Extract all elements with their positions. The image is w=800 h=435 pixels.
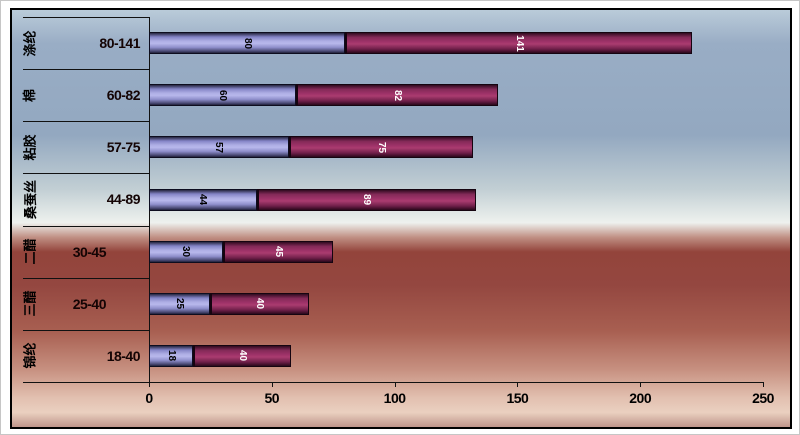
range-label-7: 18-40	[106, 347, 141, 364]
bar-value-label: 80	[241, 37, 253, 49]
category-separator-line	[23, 277, 149, 279]
bar-value-label-wrap: 40	[212, 294, 307, 314]
bar-value-label: 44	[197, 193, 209, 206]
bar-value-label: 25	[174, 298, 186, 310]
x-axis-tick-label: 200	[629, 390, 652, 406]
x-axis-tick-label: 250	[752, 390, 774, 406]
bar-segment-min: 25	[149, 292, 211, 315]
bar-value-label-wrap: 44	[150, 190, 256, 210]
x-axis-tick	[149, 382, 150, 387]
bar-row-1: 80 141	[149, 32, 692, 55]
x-axis-tick-label: 50	[264, 390, 280, 406]
range-label-1: 80-141	[99, 35, 140, 52]
bar-segment-max: 141	[345, 32, 692, 55]
bar-row-4: 44 89	[149, 188, 476, 211]
bar-value-label: 45	[272, 246, 284, 258]
bar-segment-min: 18	[149, 344, 194, 367]
bar-value-label: 57	[213, 141, 225, 153]
bar-segment-max: 45	[222, 240, 334, 263]
x-axis-tick-label: 100	[383, 390, 406, 406]
bar-segment-min: 60	[149, 84, 297, 107]
bar-value-label: 89	[361, 193, 373, 206]
bar-value-label: 141	[513, 34, 525, 52]
bar-value-label: 40	[237, 350, 249, 362]
bar-segment-max: 82	[296, 84, 498, 107]
category-separator-line	[23, 173, 149, 175]
range-label-4: 44-89	[106, 191, 141, 208]
bar-value-label: 82	[392, 89, 404, 101]
bar-value-label-wrap: 57	[150, 137, 288, 157]
bar-segment-max: 40	[193, 344, 292, 367]
bar-segment-min: 57	[149, 136, 289, 159]
bar-segment-min: 80	[149, 32, 346, 55]
bar-segment-max: 40	[210, 292, 309, 315]
bar-value-label: 75	[376, 141, 388, 153]
range-label-6: 25-40	[72, 295, 107, 312]
bar-segment-min: 44	[149, 188, 258, 211]
x-axis-tick	[271, 382, 273, 387]
x-axis-tick	[763, 382, 764, 387]
category-separator-line	[23, 17, 149, 18]
chart-plot-area: 0 50 100 150 200 250 涤纶 80-141 80 141 棉 60-82 60 82 粘胶…	[12, 10, 790, 427]
category-separator-line	[23, 329, 149, 331]
x-axis-tick	[640, 382, 642, 387]
bar-value-label: 30	[180, 246, 192, 258]
bar-segment-max: 89	[257, 188, 476, 211]
bar-row-7: 18 40	[149, 344, 292, 367]
bar-value-label-wrap: 30	[150, 242, 222, 262]
bar-value-label: 18	[165, 350, 177, 362]
bar-row-6: 25 40	[149, 292, 309, 315]
bar-row-5: 30 45	[149, 240, 334, 263]
bar-value-label-wrap: 60	[150, 85, 295, 105]
range-label-3: 57-75	[106, 139, 141, 156]
x-axis-tick	[517, 382, 519, 387]
bar-value-label-wrap: 82	[298, 85, 496, 105]
bar-value-label-wrap: 80	[150, 33, 344, 53]
category-separator-line	[23, 69, 149, 71]
x-axis-tick-label: 0	[145, 390, 153, 406]
bar-row-2: 60 82	[149, 84, 498, 107]
bar-value-label-wrap: 40	[195, 346, 290, 366]
bar-value-label: 60	[217, 89, 229, 101]
bar-value-label-wrap: 141	[347, 33, 690, 53]
category-separator-line	[23, 121, 149, 123]
bar-segment-max: 75	[288, 136, 474, 159]
bar-value-label-wrap: 89	[259, 190, 475, 210]
x-axis-tick	[394, 382, 396, 387]
bar-segment-min: 30	[149, 240, 223, 263]
range-label-5: 30-45	[72, 243, 107, 260]
bar-value-label-wrap: 75	[291, 137, 472, 157]
bar-value-label: 40	[254, 298, 266, 310]
bar-value-label-wrap: 45	[225, 242, 333, 262]
chart-frame: 0 50 100 150 200 250 涤纶 80-141 80 141 棉 60-82 60 82 粘胶…	[10, 8, 792, 429]
range-label-2: 60-82	[106, 87, 141, 104]
category-separator-line	[23, 225, 149, 227]
bar-value-label-wrap: 25	[150, 294, 209, 314]
x-axis-line	[23, 382, 763, 383]
x-axis-tick-label: 150	[506, 390, 529, 406]
bar-value-label-wrap: 18	[150, 346, 192, 366]
bar-row-3: 57 75	[149, 136, 474, 159]
